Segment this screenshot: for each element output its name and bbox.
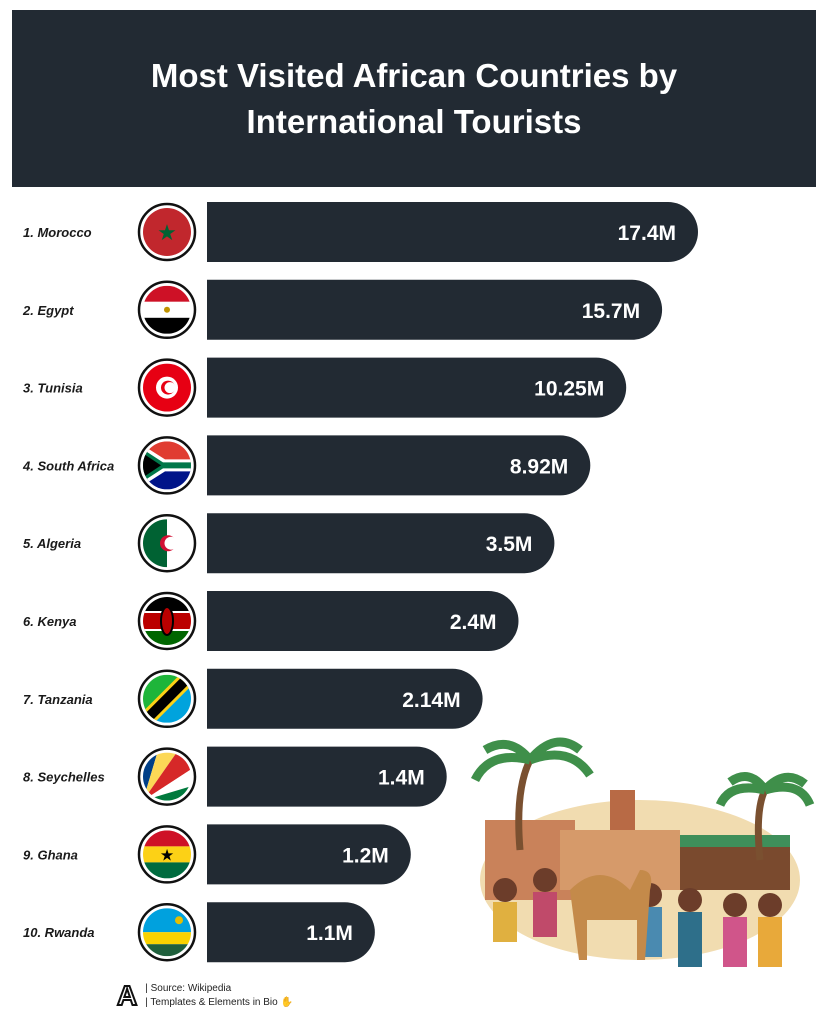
ghana-flag-icon: ★ [143,830,191,879]
value-label: 2.4M [450,611,497,634]
bar [207,435,591,496]
header-banner: Most Visited African Countries by Intern… [12,10,816,187]
value-label: 1.1M [306,922,353,945]
value-label: 3.5M [486,533,533,556]
category-label: 1. Morocco [23,225,92,240]
bar [207,591,519,651]
chart-row: 9. Ghana ★ 1.2M [23,824,411,885]
bar [207,513,555,574]
value-label: 17.4M [618,222,676,245]
market-illustration [470,737,815,967]
footer: A | Source: Wikipedia | Templates & Elem… [116,980,293,1011]
chart-row: 10. Rwanda 1.1M [23,902,375,963]
bar [207,668,483,729]
credit-text: | Templates & Elements in Bio ✋ [145,997,293,1008]
value-label: 8.92M [510,455,568,478]
chart-row: 4. South Africa 8.92M [22,435,591,496]
seychelles-flag-icon [143,752,191,801]
svg-text:★: ★ [157,220,177,245]
category-label: 3. Tunisia [23,381,83,396]
morocco-flag-icon: ★ [143,208,191,256]
chart-row: 3. Tunisia 10.25M [23,357,627,418]
category-label: 8. Seychelles [23,770,105,785]
algeria-flag-icon [143,519,191,568]
rwanda-flag-icon [143,908,191,957]
tunisia-flag-icon [143,363,191,412]
value-label: 10.25M [534,378,604,401]
category-label: 4. South Africa [22,458,114,473]
tanzania-flag-icon [143,674,191,723]
egypt-flag-icon [143,285,191,334]
bar [207,902,375,963]
chart-row: 5. Algeria 3.5M [23,513,555,574]
category-label: 9. Ghana [23,847,78,862]
brand-logo: A [116,980,138,1011]
category-label: 5. Algeria [23,536,81,551]
chart-row: 8. Seychelles 1.4M [23,746,447,807]
page-title: Most Visited African Countries by Intern… [150,56,678,140]
value-label: 15.7M [582,300,640,323]
chart-row: 1. Morocco ★ 17.4M [23,202,698,262]
bar [207,357,627,418]
kenya-flag-icon [143,597,191,645]
bar [207,746,447,807]
value-label: 1.4M [378,767,425,790]
value-label: 1.2M [342,844,389,867]
source-text: | Source: Wikipedia [145,983,232,994]
svg-text:★: ★ [160,847,174,864]
category-label: 10. Rwanda [23,925,95,940]
pointing-hand-icon: ✋ [280,997,293,1008]
bar [207,202,698,262]
category-label: 6. Kenya [23,614,76,629]
bar [207,824,411,885]
south-africa-flag-icon [143,441,191,490]
category-label: 7. Tanzania [23,692,93,707]
value-label: 2.14M [402,689,460,712]
chart-row: 6. Kenya 2.4M [23,591,519,651]
chart-row: 2. Egypt 15.7M [22,279,663,340]
category-label: 2. Egypt [22,303,74,318]
chart-row: 7. Tanzania 2.14M [23,668,483,729]
bar [207,279,663,340]
